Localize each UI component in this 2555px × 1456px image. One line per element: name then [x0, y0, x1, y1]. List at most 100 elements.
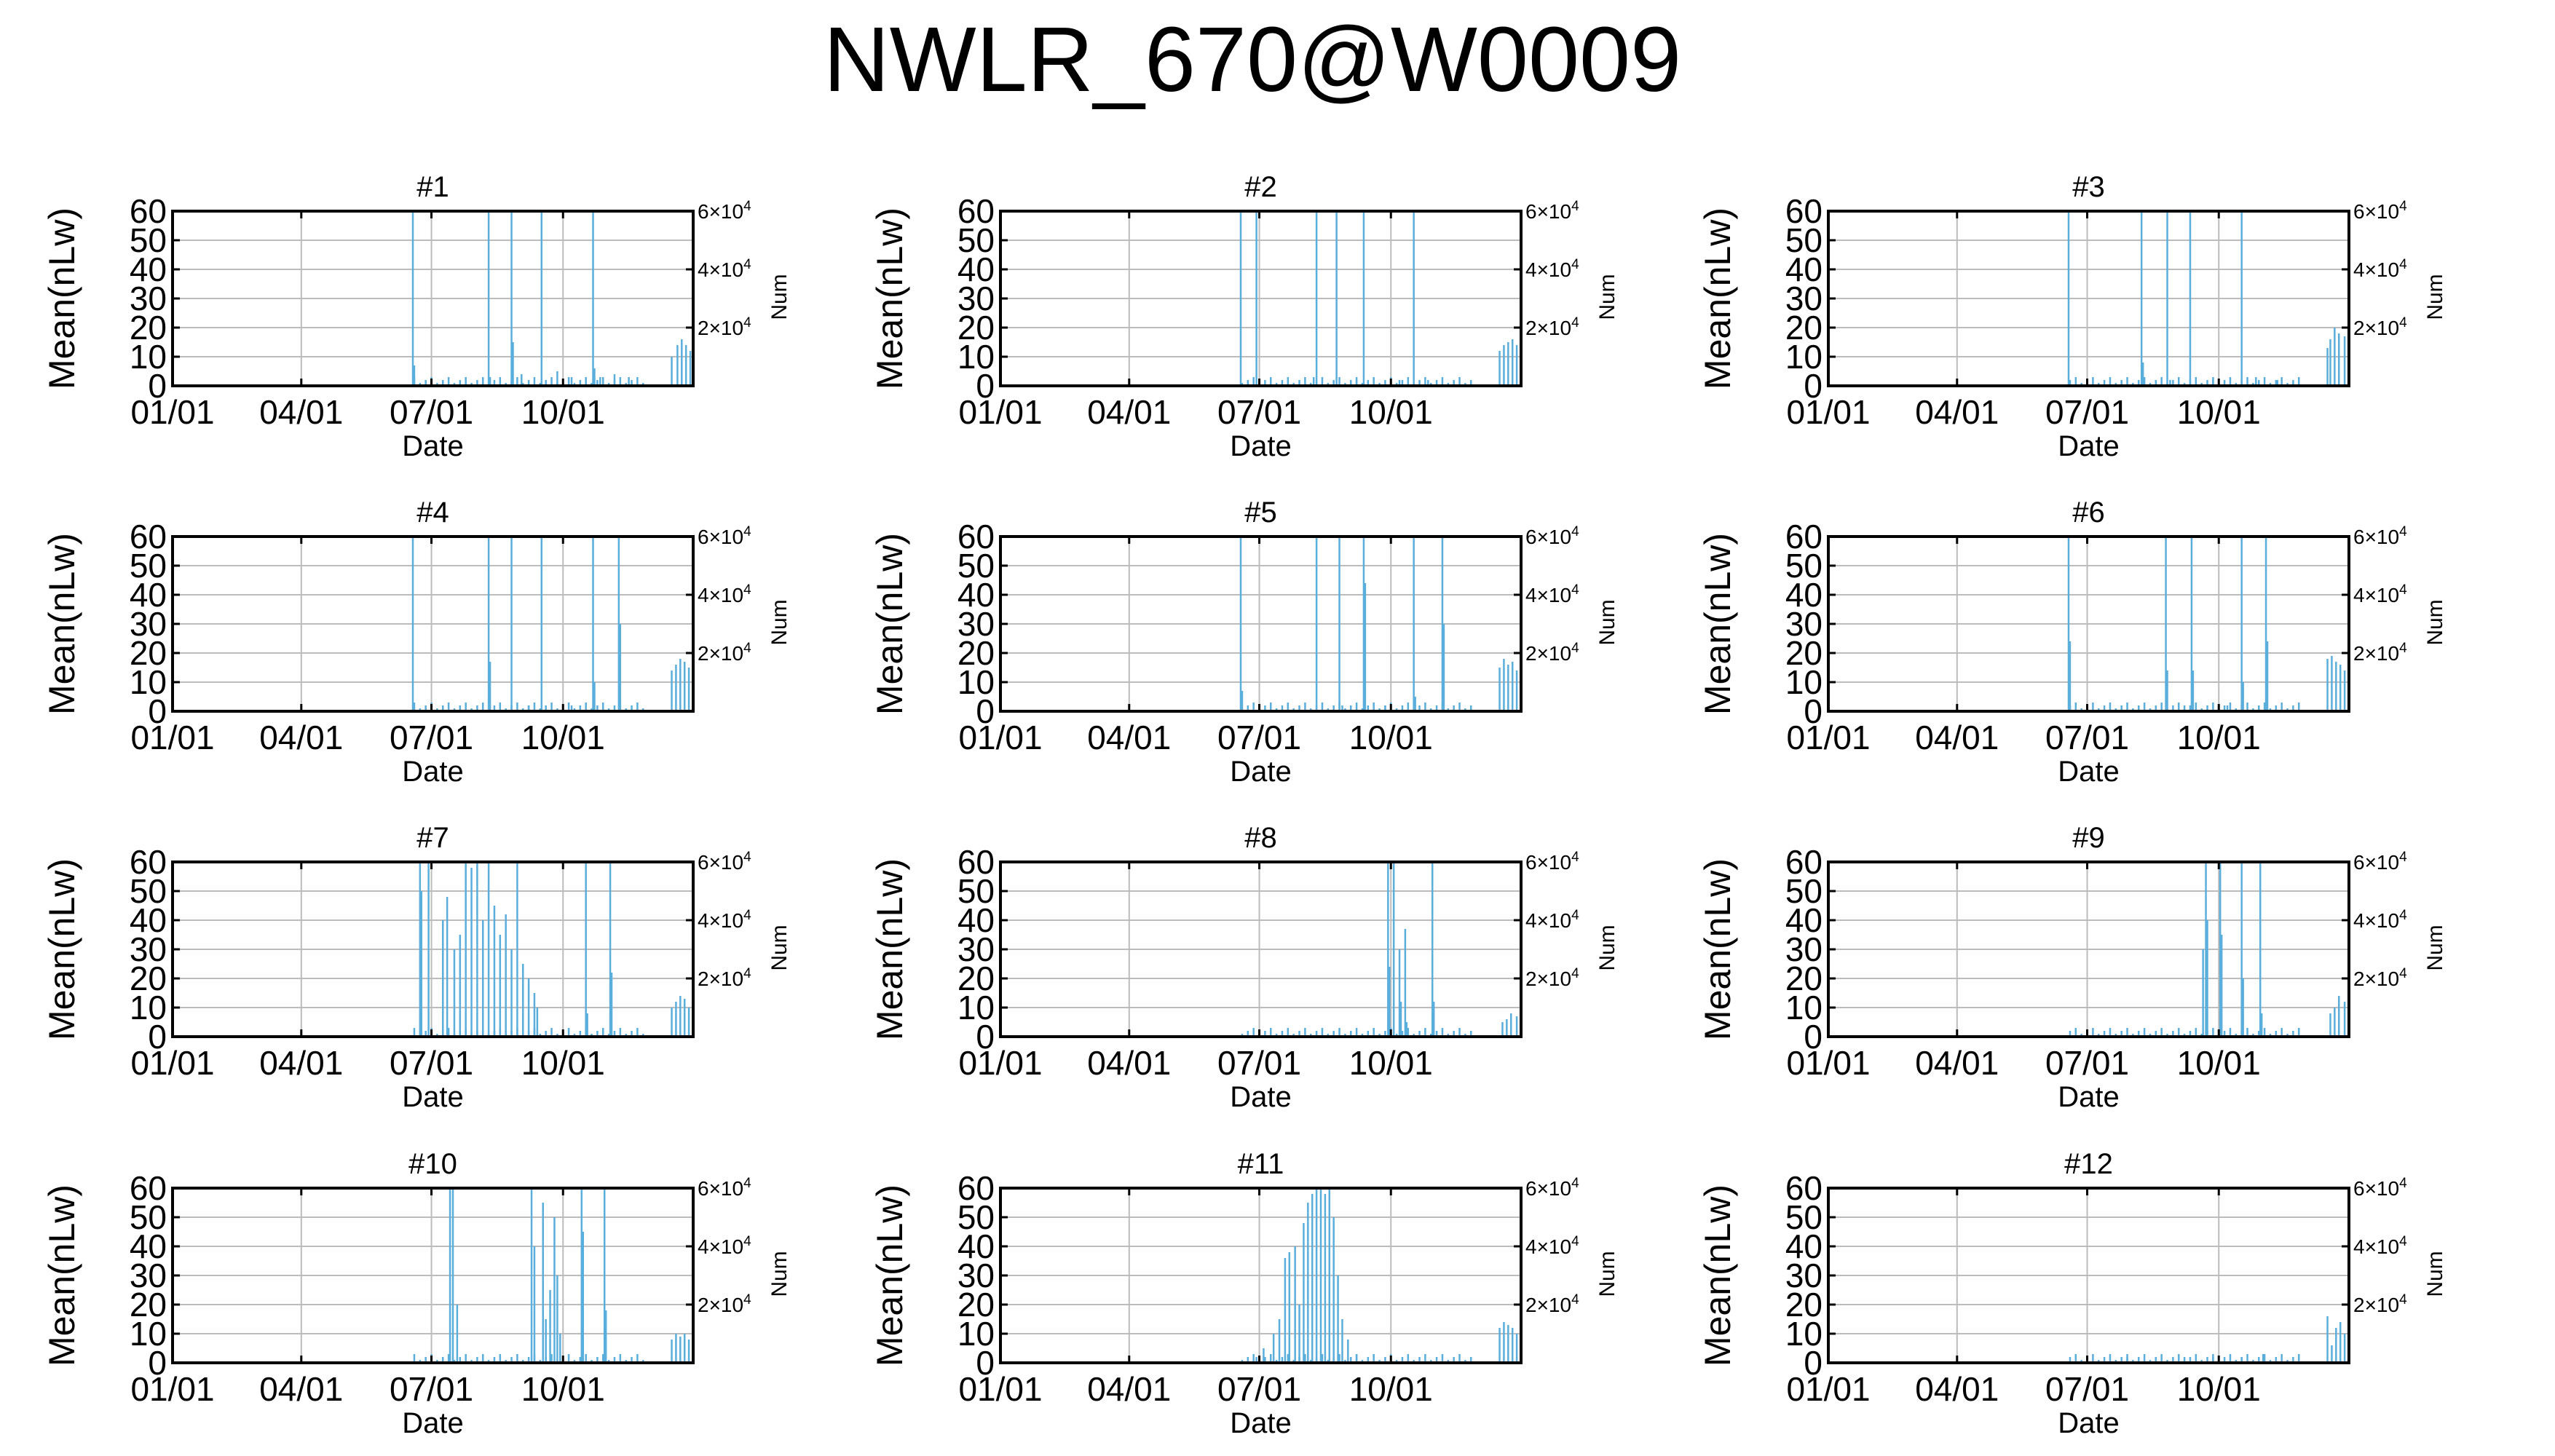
- y-tick-label: 0: [976, 1344, 995, 1382]
- y-tick-label: 60: [1785, 843, 1823, 881]
- x-axis-label: Date: [402, 430, 464, 462]
- y2-tick-label: 2×104: [2353, 1292, 2407, 1316]
- y-tick-label: 0: [976, 692, 995, 730]
- y-tick-label: 10: [130, 338, 167, 376]
- y2-tick-label: 4×104: [698, 582, 751, 606]
- x-tick-label: 10/01: [2177, 393, 2261, 431]
- y-tick-label: 0: [148, 367, 167, 405]
- y-tick-label: 30: [130, 930, 167, 968]
- panel-title: #3: [2072, 171, 2105, 203]
- y2-tick-label: 2×104: [698, 966, 751, 990]
- x-tick-label: 07/01: [390, 1370, 473, 1408]
- y2-tick-label: 4×104: [1525, 1234, 1579, 1258]
- y-axis-label: Mean(nLw): [42, 858, 82, 1040]
- y2-tick-label: 6×104: [2353, 850, 2407, 874]
- y-tick-label: 30: [1785, 1257, 1823, 1294]
- x-tick-label: 04/01: [1915, 719, 1999, 756]
- x-tick-label: 01/01: [130, 1370, 214, 1408]
- y-tick-label: 10: [1785, 338, 1823, 376]
- panel-title: #9: [2072, 822, 2105, 854]
- y-tick-label: 30: [957, 930, 995, 968]
- y-tick-label: 0: [148, 692, 167, 730]
- y-tick-label: 20: [957, 1286, 995, 1324]
- y-tick-label: 40: [1785, 250, 1823, 288]
- y-tick-label: 20: [130, 1286, 167, 1324]
- y-tick-label: 0: [1804, 1018, 1823, 1056]
- y-tick-label: 50: [1785, 872, 1823, 910]
- x-tick-label: 10/01: [521, 393, 605, 431]
- y-tick-label: 10: [1785, 663, 1823, 701]
- x-tick-label: 01/01: [1786, 1370, 1870, 1408]
- y-tick-label: 0: [148, 1018, 167, 1056]
- y2-tick-label: 2×104: [1525, 315, 1579, 339]
- x-tick-label: 07/01: [390, 393, 473, 431]
- y-tick-label: 30: [130, 280, 167, 317]
- y2-tick-label: 4×104: [2353, 257, 2407, 281]
- y-tick-label: 40: [1785, 576, 1823, 614]
- y-tick-label: 40: [130, 901, 167, 939]
- y2-tick-label: 2×104: [698, 1292, 751, 1316]
- y2-tick-label: 6×104: [1525, 1176, 1579, 1200]
- y2-tick-label: 2×104: [1525, 641, 1579, 665]
- y2-axis-label: Num: [1595, 599, 1619, 645]
- y2-tick-label: 6×104: [2353, 199, 2407, 223]
- x-tick-label: 01/01: [1786, 393, 1870, 431]
- y-tick-label: 0: [148, 1344, 167, 1382]
- x-tick-label: 04/01: [1915, 1370, 1999, 1408]
- y-axis-label: Mean(nLw): [869, 533, 910, 715]
- y2-tick-label: 6×104: [698, 1176, 751, 1200]
- y-tick-label: 60: [957, 192, 995, 230]
- x-tick-label: 07/01: [390, 719, 473, 756]
- y-axis-label: Mean(nLw): [869, 1184, 910, 1366]
- x-axis-label: Date: [402, 1407, 464, 1439]
- x-tick-label: 07/01: [2045, 1044, 2129, 1082]
- y-tick-label: 40: [957, 250, 995, 288]
- y-tick-label: 10: [1785, 1315, 1823, 1353]
- y-axis-label: Mean(nLw): [1697, 1184, 1738, 1366]
- x-tick-label: 10/01: [2177, 1044, 2261, 1082]
- y-tick-label: 40: [1785, 901, 1823, 939]
- y-tick-label: 10: [130, 663, 167, 701]
- y-tick-label: 40: [1785, 1227, 1823, 1265]
- x-tick-label: 04/01: [259, 1044, 343, 1082]
- x-tick-label: 04/01: [1087, 393, 1171, 431]
- x-tick-label: 04/01: [1087, 1044, 1171, 1082]
- y-tick-label: 60: [130, 518, 167, 555]
- x-tick-label: 01/01: [958, 719, 1042, 756]
- x-tick-label: 10/01: [2177, 1370, 2261, 1408]
- x-axis-label: Date: [1230, 1081, 1292, 1113]
- y-tick-label: 60: [957, 518, 995, 555]
- y-axis-label: Mean(nLw): [42, 533, 82, 715]
- panel-title: #2: [1244, 171, 1277, 203]
- y-tick-label: 0: [1804, 692, 1823, 730]
- y2-tick-label: 6×104: [1525, 850, 1579, 874]
- x-tick-label: 01/01: [130, 719, 214, 756]
- y-tick-label: 30: [1785, 280, 1823, 317]
- figure-title: NWLR_670@W0009: [824, 8, 1681, 111]
- y2-tick-label: 6×104: [2353, 524, 2407, 548]
- y-tick-label: 30: [130, 605, 167, 643]
- x-tick-label: 07/01: [1217, 719, 1301, 756]
- panel-title: #12: [2064, 1148, 2113, 1180]
- y-tick-label: 30: [957, 1257, 995, 1294]
- x-tick-label: 10/01: [521, 1370, 605, 1408]
- y-tick-label: 20: [130, 309, 167, 347]
- y-axis-label: Mean(nLw): [1697, 858, 1738, 1040]
- y-tick-label: 50: [1785, 221, 1823, 259]
- y2-tick-label: 4×104: [1525, 257, 1579, 281]
- panel-title: #4: [416, 496, 449, 529]
- y2-tick-label: 6×104: [698, 199, 751, 223]
- y2-tick-label: 4×104: [698, 257, 751, 281]
- y2-tick-label: 2×104: [698, 315, 751, 339]
- y-tick-label: 0: [976, 1018, 995, 1056]
- x-tick-label: 07/01: [1217, 1044, 1301, 1082]
- y-tick-label: 10: [957, 989, 995, 1026]
- x-axis-label: Date: [1230, 756, 1292, 788]
- y-tick-label: 20: [1785, 309, 1823, 347]
- y-tick-label: 60: [957, 843, 995, 881]
